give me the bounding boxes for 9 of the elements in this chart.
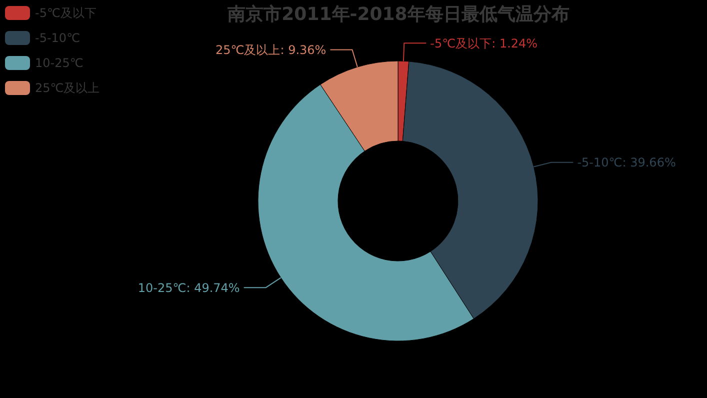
legend-label: 25℃及以上	[35, 81, 100, 96]
chart-title: 南京市2011年-2018年每日最低气温分布	[226, 4, 570, 25]
legend-label: -5℃及以下	[35, 6, 96, 20]
data-label: -5℃及以下: 1.24%	[430, 36, 538, 50]
data-label: 25℃及以上: 9.36%	[215, 42, 326, 57]
legend-label: 10-25℃	[35, 56, 84, 70]
legend-label: -5-10℃	[35, 31, 80, 46]
data-label: 10-25℃: 49.74%	[138, 280, 240, 295]
data-label: -5-10℃: 39.66%	[577, 156, 676, 170]
